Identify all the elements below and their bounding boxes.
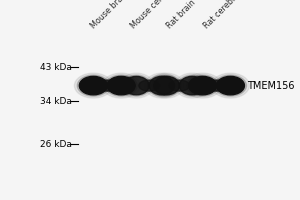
Text: Mouse cerebral cortex: Mouse cerebral cortex — [129, 0, 199, 30]
Text: Rat cerebral cortex: Rat cerebral cortex — [202, 0, 263, 30]
Ellipse shape — [169, 80, 190, 91]
Ellipse shape — [175, 73, 209, 98]
Ellipse shape — [177, 75, 207, 96]
Ellipse shape — [96, 80, 118, 91]
Ellipse shape — [122, 75, 151, 96]
Ellipse shape — [79, 76, 107, 95]
Ellipse shape — [149, 76, 175, 95]
Ellipse shape — [124, 76, 149, 95]
Ellipse shape — [145, 73, 179, 98]
Ellipse shape — [77, 75, 110, 96]
Ellipse shape — [139, 80, 160, 91]
Ellipse shape — [214, 75, 247, 96]
Ellipse shape — [119, 73, 154, 98]
Ellipse shape — [154, 76, 179, 95]
Ellipse shape — [147, 75, 176, 96]
Ellipse shape — [205, 80, 228, 91]
Ellipse shape — [184, 73, 222, 98]
Text: 43 kDa: 43 kDa — [40, 63, 72, 72]
Text: 34 kDa: 34 kDa — [40, 97, 72, 106]
Ellipse shape — [179, 76, 205, 95]
Text: Rat brain: Rat brain — [165, 0, 197, 30]
Text: Mouse brain: Mouse brain — [89, 0, 130, 30]
Ellipse shape — [74, 73, 112, 98]
Ellipse shape — [216, 76, 244, 95]
Text: 26 kDa: 26 kDa — [40, 140, 72, 149]
Ellipse shape — [189, 76, 217, 95]
Ellipse shape — [187, 75, 219, 96]
Ellipse shape — [149, 73, 184, 98]
Ellipse shape — [212, 73, 249, 98]
Ellipse shape — [107, 76, 135, 95]
Ellipse shape — [152, 75, 182, 96]
Ellipse shape — [105, 75, 137, 96]
Ellipse shape — [102, 73, 140, 98]
Text: TMEM156: TMEM156 — [247, 81, 295, 91]
